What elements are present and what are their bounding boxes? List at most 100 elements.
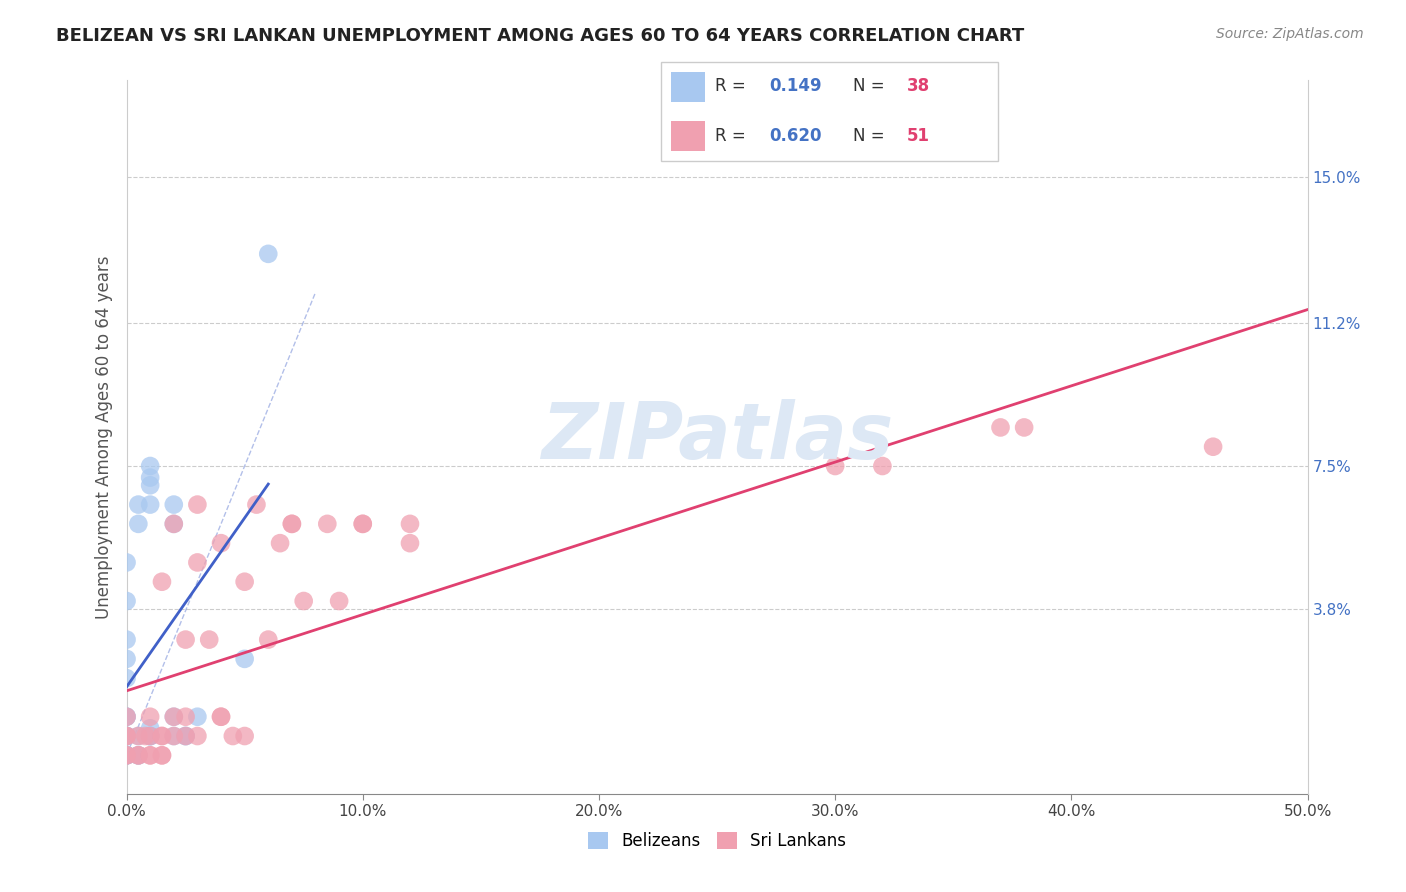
Point — [115, 748, 138, 763]
Point — [127, 748, 149, 763]
Text: 0.149: 0.149 — [769, 78, 821, 95]
Text: Source: ZipAtlas.com: Source: ZipAtlas.com — [1216, 27, 1364, 41]
Point — [328, 594, 350, 608]
Point — [163, 516, 186, 531]
Point — [186, 498, 208, 512]
Point — [245, 498, 267, 512]
Point — [139, 729, 162, 743]
Point — [139, 710, 162, 724]
Point — [127, 729, 149, 743]
Point — [139, 458, 162, 473]
Point — [1012, 420, 1035, 434]
Point — [134, 729, 156, 743]
Text: BELIZEAN VS SRI LANKAN UNEMPLOYMENT AMONG AGES 60 TO 64 YEARS CORRELATION CHART: BELIZEAN VS SRI LANKAN UNEMPLOYMENT AMON… — [56, 27, 1025, 45]
Point — [115, 652, 138, 666]
Point — [209, 710, 232, 724]
Point — [139, 729, 162, 743]
Point — [139, 721, 162, 735]
Point — [174, 729, 197, 743]
Point — [115, 710, 138, 724]
Point — [292, 594, 315, 608]
Point — [150, 574, 173, 589]
Point — [115, 748, 138, 763]
Point — [209, 710, 232, 724]
Point — [139, 748, 162, 763]
Point — [115, 594, 138, 608]
Point — [115, 748, 138, 763]
Bar — [671, 121, 704, 151]
Point — [115, 632, 138, 647]
Point — [1202, 440, 1225, 454]
Point — [150, 729, 173, 743]
Point — [115, 710, 138, 724]
Text: N =: N = — [853, 127, 890, 145]
Point — [174, 710, 197, 724]
Point — [127, 516, 149, 531]
Point — [872, 458, 894, 473]
Point — [233, 652, 256, 666]
FancyBboxPatch shape — [661, 62, 998, 161]
Point — [174, 729, 197, 743]
Point — [115, 671, 138, 685]
Point — [186, 710, 208, 724]
Point — [824, 458, 846, 473]
Text: N =: N = — [853, 78, 890, 95]
Point — [115, 729, 138, 743]
Point — [399, 516, 422, 531]
Point — [127, 748, 149, 763]
Point — [127, 729, 149, 743]
Point — [115, 748, 138, 763]
Point — [209, 536, 232, 550]
Y-axis label: Unemployment Among Ages 60 to 64 years: Unemployment Among Ages 60 to 64 years — [94, 255, 112, 619]
Point — [163, 729, 186, 743]
Text: 0.620: 0.620 — [769, 127, 821, 145]
Point — [174, 632, 197, 647]
Point — [139, 478, 162, 492]
Point — [269, 536, 291, 550]
Point — [233, 729, 256, 743]
Point — [127, 748, 149, 763]
Point — [316, 516, 339, 531]
Point — [163, 710, 186, 724]
Text: R =: R = — [714, 127, 751, 145]
Point — [222, 729, 245, 743]
Text: ZIPatlas: ZIPatlas — [541, 399, 893, 475]
Point — [115, 729, 138, 743]
Point — [174, 729, 197, 743]
Text: R =: R = — [714, 78, 751, 95]
Point — [257, 247, 280, 261]
Point — [139, 729, 162, 743]
Point — [115, 729, 138, 743]
Point — [163, 710, 186, 724]
Point — [139, 498, 162, 512]
Point — [399, 536, 422, 550]
Legend: Belizeans, Sri Lankans: Belizeans, Sri Lankans — [581, 825, 853, 857]
Point — [186, 729, 208, 743]
Point — [163, 729, 186, 743]
Point — [127, 498, 149, 512]
Point — [281, 516, 304, 531]
Point — [281, 516, 304, 531]
Point — [115, 729, 138, 743]
Point — [257, 632, 280, 647]
Point — [233, 574, 256, 589]
Point — [127, 748, 149, 763]
Point — [115, 710, 138, 724]
Point — [115, 556, 138, 570]
Text: 51: 51 — [907, 127, 931, 145]
Point — [352, 516, 374, 531]
Point — [150, 729, 173, 743]
Point — [163, 498, 186, 512]
Point — [115, 748, 138, 763]
Point — [990, 420, 1012, 434]
Point — [150, 748, 173, 763]
Point — [150, 748, 173, 763]
Point — [352, 516, 374, 531]
Point — [115, 729, 138, 743]
Bar — [671, 72, 704, 102]
Text: 38: 38 — [907, 78, 931, 95]
Point — [186, 556, 208, 570]
Point — [198, 632, 221, 647]
Point — [163, 516, 186, 531]
Point — [139, 729, 162, 743]
